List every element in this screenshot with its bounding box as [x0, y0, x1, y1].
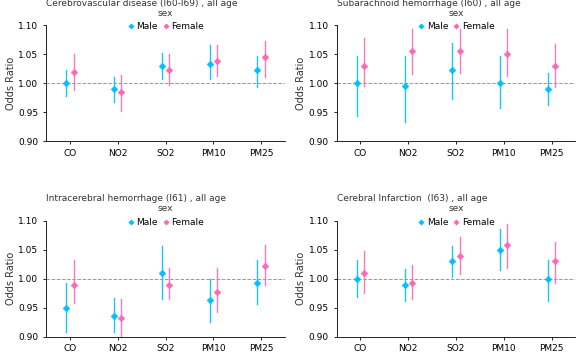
Y-axis label: Odds Ratio: Odds Ratio [296, 56, 306, 110]
Y-axis label: Odds Ratio: Odds Ratio [6, 56, 16, 110]
Legend: Male, Female: Male, Female [418, 9, 494, 31]
Legend: Male, Female: Male, Female [418, 204, 494, 227]
Text: Cerebrovascular disease (I60-I69) , all age: Cerebrovascular disease (I60-I69) , all … [46, 0, 238, 8]
Y-axis label: Odds Ratio: Odds Ratio [6, 252, 16, 306]
Legend: Male, Female: Male, Female [127, 9, 204, 31]
Legend: Male, Female: Male, Female [127, 204, 204, 227]
Text: Subarachnoid hemorrhage (I60) , all age: Subarachnoid hemorrhage (I60) , all age [336, 0, 521, 8]
Text: Intracerebral hemorrhage (I61) , all age: Intracerebral hemorrhage (I61) , all age [46, 194, 226, 203]
Text: Cerebral Infarction  (I63) , all age: Cerebral Infarction (I63) , all age [336, 194, 487, 203]
Y-axis label: Odds Ratio: Odds Ratio [296, 252, 306, 306]
